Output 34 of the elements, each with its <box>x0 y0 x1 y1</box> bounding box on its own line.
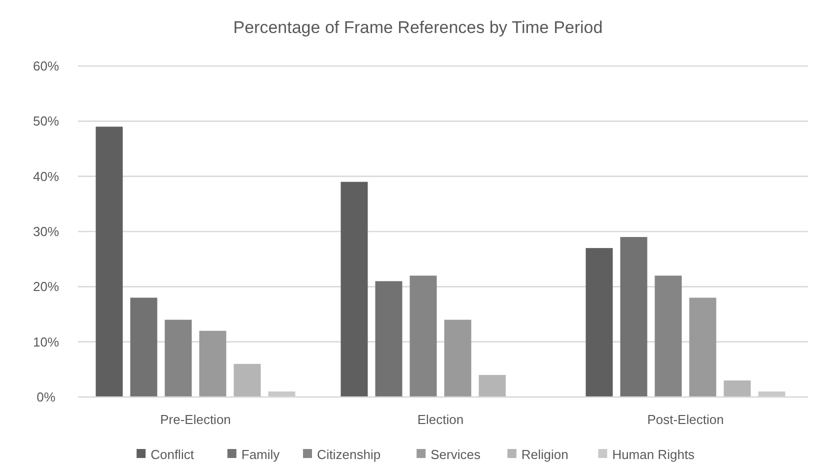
legend-label: Religion <box>521 447 568 462</box>
bar <box>586 248 613 397</box>
bar <box>268 391 296 397</box>
bar <box>130 298 158 397</box>
bar <box>375 281 402 397</box>
bar <box>410 276 437 397</box>
bar <box>340 182 368 397</box>
y-tick-label: 0% <box>36 390 56 405</box>
bar <box>199 330 226 397</box>
bar <box>654 276 682 397</box>
legend-label: Citizenship <box>317 447 381 462</box>
y-tick-label: 50% <box>32 114 60 129</box>
legend-label: Family <box>241 447 280 462</box>
bar <box>164 320 192 397</box>
chart-title: Percentage of Frame References by Time Period <box>233 18 603 37</box>
y-tick-label: 10% <box>32 334 60 350</box>
bar <box>444 320 472 397</box>
bar <box>689 298 716 397</box>
bar <box>96 126 123 397</box>
bar <box>234 364 261 397</box>
bar <box>724 380 751 397</box>
y-tick-label: 40% <box>32 168 60 184</box>
y-tick-label: 60% <box>32 58 60 74</box>
bar <box>478 374 506 397</box>
x-tick-label: Post-Election <box>647 412 724 427</box>
legend-label: Services <box>430 447 481 462</box>
legend-label: Human Rights <box>612 447 696 462</box>
legend-label: Conflict <box>150 447 194 462</box>
bar <box>620 237 648 397</box>
y-tick-label: 30% <box>32 224 60 240</box>
x-tick-label: Election <box>417 412 464 427</box>
x-tick-label: Pre-Election <box>160 412 231 427</box>
y-tick-label: 20% <box>32 279 60 294</box>
bar <box>758 391 786 397</box>
